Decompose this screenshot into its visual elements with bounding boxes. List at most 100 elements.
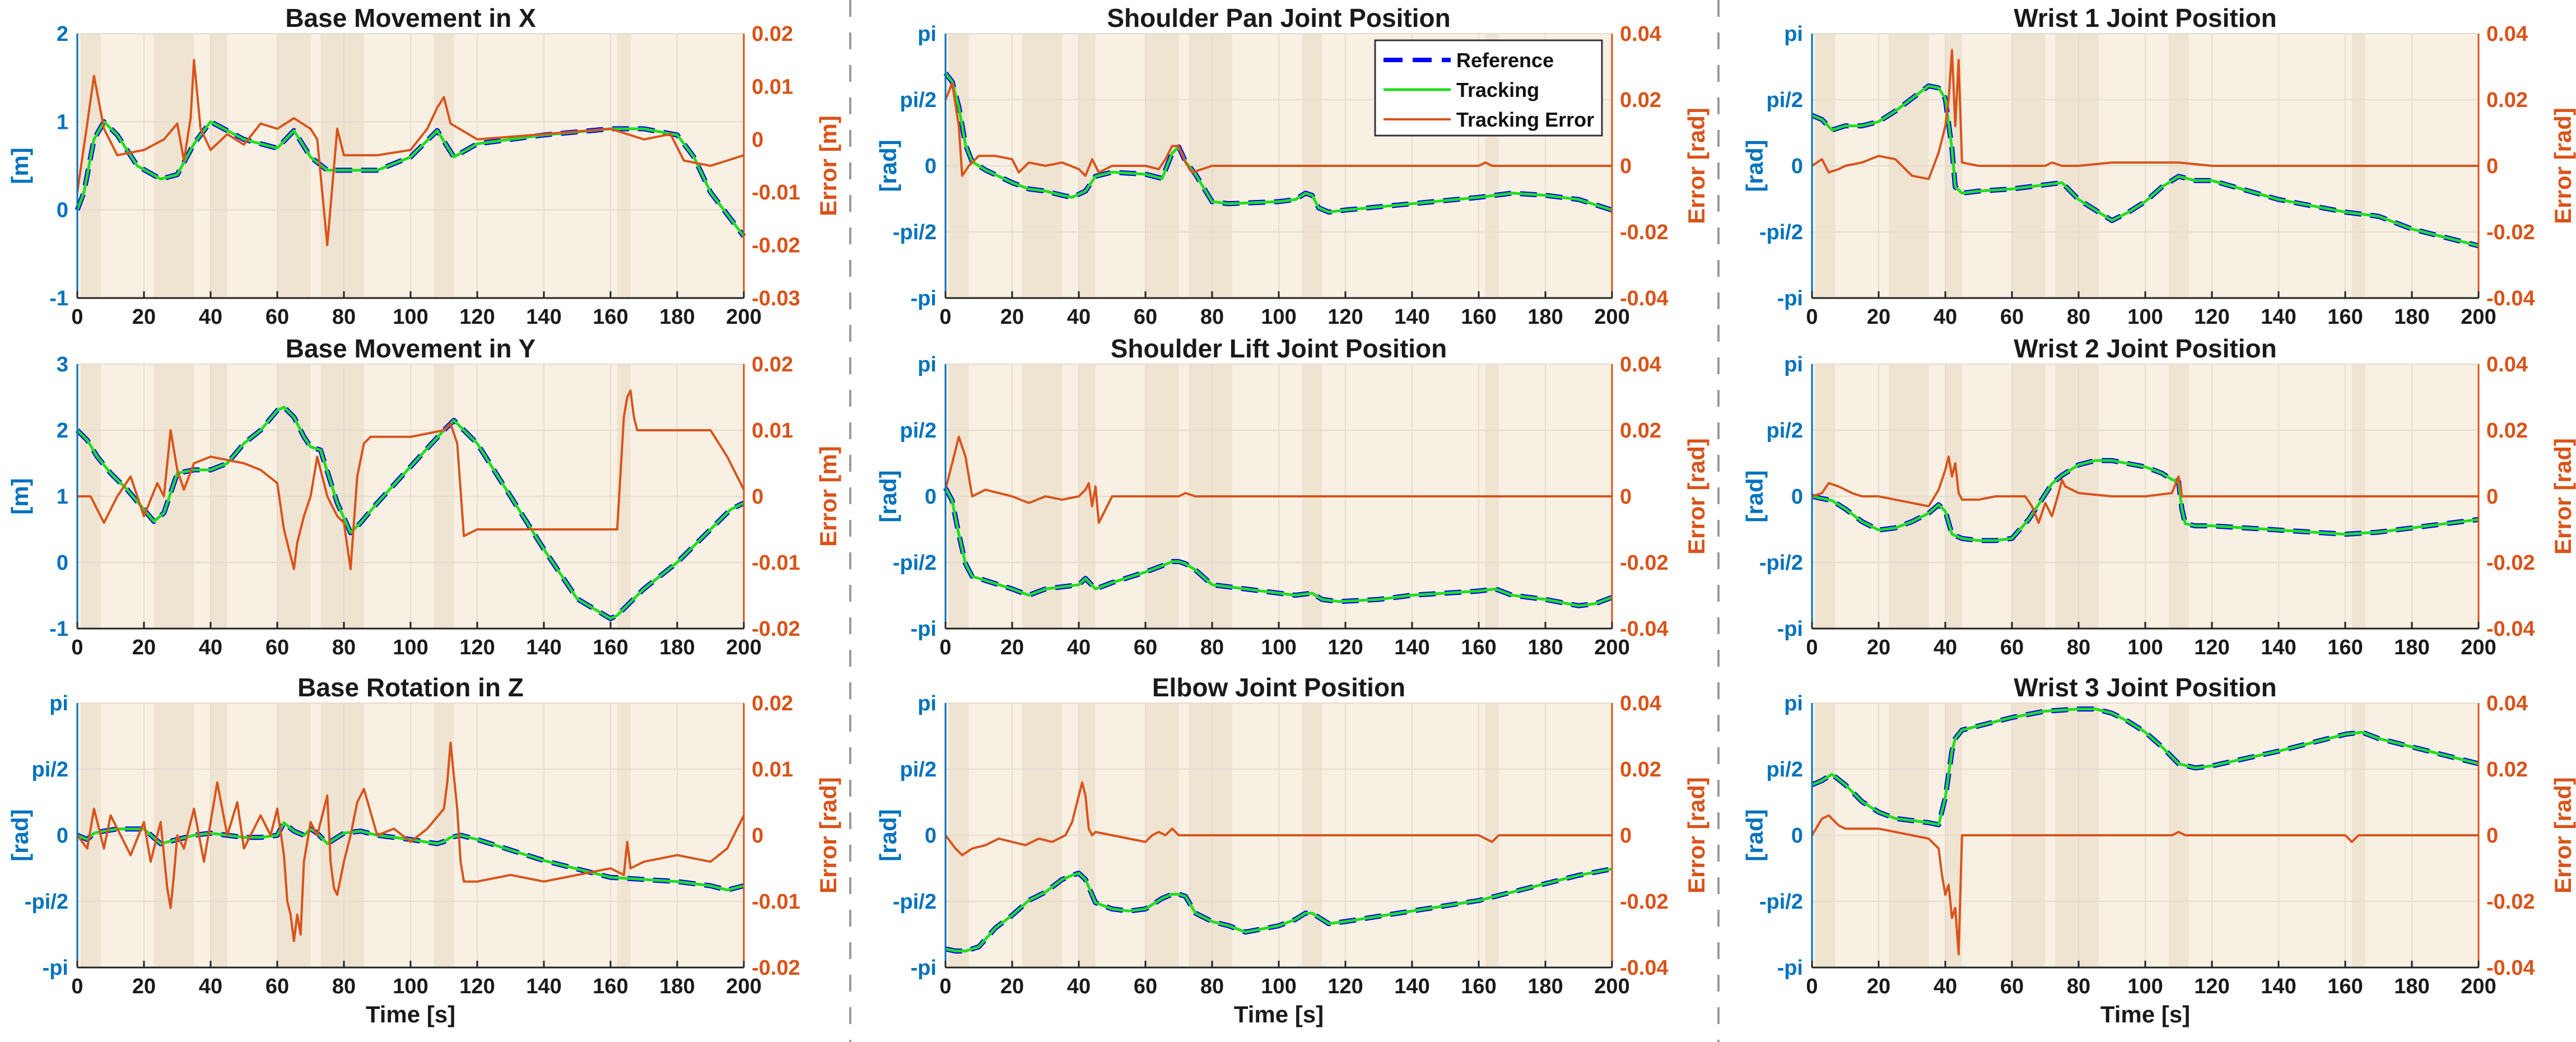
y2-tick-label: 0 xyxy=(1620,485,1632,509)
x-axis-label: Time [s] xyxy=(1234,1001,1324,1027)
x-tick-label: 120 xyxy=(1327,636,1363,659)
y-tick-label: pi xyxy=(917,22,937,46)
x-tick-label: 40 xyxy=(1934,975,1957,998)
y-tick-label: -pi/2 xyxy=(1759,551,1803,575)
y-tick-label: -pi xyxy=(1777,617,1803,641)
x-tick-label: 100 xyxy=(1261,636,1296,659)
tracking-series-line xyxy=(1811,459,2479,542)
y2-axis-label: Error [m] xyxy=(815,115,841,216)
x-tick-label: 180 xyxy=(659,305,695,329)
x-tick-label: 160 xyxy=(1461,305,1496,329)
x-tick-label: 200 xyxy=(726,636,761,659)
x-tick-label: 0 xyxy=(71,975,83,998)
x-tick-label: 200 xyxy=(1594,305,1629,329)
y2-tick-label: 0 xyxy=(2486,485,2498,509)
y2-tick-label: 0.02 xyxy=(1620,758,1661,782)
x-tick-label: 180 xyxy=(1527,975,1563,998)
x-tick-label: 160 xyxy=(593,636,628,659)
legend-tracking-label: Tracking xyxy=(1456,78,1539,101)
y2-tick-label: 0.02 xyxy=(752,353,793,376)
y-tick-label: pi xyxy=(917,692,937,715)
x-tick-label: 140 xyxy=(526,305,561,329)
tracking-series-line xyxy=(76,120,745,238)
y2-axis-label: Error [rad] xyxy=(1683,777,1709,894)
y-tick-label: pi xyxy=(1784,353,1803,376)
subplot-title: Wrist 2 Joint Position xyxy=(2014,334,2276,363)
y2-axis-label: Error [m] xyxy=(815,446,841,547)
x-tick-label: 100 xyxy=(393,305,428,329)
y2-tick-label: -0.02 xyxy=(752,617,800,641)
x-tick-label: 180 xyxy=(1527,636,1563,659)
y2-tick-label: 0.04 xyxy=(1620,353,1661,376)
x-tick-label: 120 xyxy=(2194,305,2229,329)
x-tick-label: 20 xyxy=(1000,305,1024,329)
legend-error-label: Tracking Error xyxy=(1456,108,1594,131)
y2-tick-label: 0.02 xyxy=(2486,419,2528,443)
x-tick-label: 140 xyxy=(2261,975,2296,998)
x-tick-label: 160 xyxy=(593,305,628,329)
y2-tick-label: 0.01 xyxy=(752,75,793,99)
x-tick-label: 120 xyxy=(459,305,495,329)
y-tick-label: 0 xyxy=(57,199,68,222)
x-tick-label: 0 xyxy=(939,636,951,659)
x-tick-label: 160 xyxy=(1461,975,1496,998)
x-tick-label: 60 xyxy=(2000,975,2024,998)
y-tick-label: pi/2 xyxy=(32,758,68,782)
x-tick-label: 200 xyxy=(2461,975,2496,998)
x-tick-label: 60 xyxy=(265,636,289,659)
y-tick-label: -pi xyxy=(1777,287,1803,310)
y-tick-label: pi/2 xyxy=(900,758,937,782)
subplot-8: 0 20 40 60 80 100 120 140 160 180 200 pi pi/2 0 -pi/2 -… xyxy=(875,673,1709,1027)
x-tick-label: 40 xyxy=(1067,636,1091,659)
y-tick-label: -1 xyxy=(49,287,68,310)
x-tick-label: 180 xyxy=(2394,975,2429,998)
y-tick-label: -pi xyxy=(1777,956,1803,980)
x-tick-label: 200 xyxy=(2461,305,2496,329)
x-tick-label: 200 xyxy=(726,975,761,998)
tracking-error-series-line xyxy=(944,781,1612,857)
y2-tick-label: 0.02 xyxy=(2486,89,2528,112)
y2-tick-label: -0.02 xyxy=(752,234,800,258)
tracking-error-series-line xyxy=(76,59,744,246)
y2-tick-label: -0.04 xyxy=(2486,617,2535,641)
subplot-4: 0 20 40 60 80 100 120 140 160 180 2003210-10.020.0… xyxy=(7,334,841,659)
y-tick-label: 0 xyxy=(1791,155,1803,178)
x-tick-label: 60 xyxy=(265,975,289,998)
y2-tick-label: 0.02 xyxy=(1620,419,1661,443)
y-tick-label: -pi xyxy=(911,287,937,310)
x-tick-label: 140 xyxy=(2261,305,2296,329)
x-tick-label: 160 xyxy=(2327,305,2363,329)
subplot-title: Elbow Joint Position xyxy=(1152,673,1405,702)
y2-tick-label: 0 xyxy=(752,485,763,509)
y2-tick-label: -0.02 xyxy=(1620,890,1669,914)
x-tick-label: 0 xyxy=(1806,636,1818,659)
x-tick-label: 100 xyxy=(393,636,428,659)
y2-tick-label: 0.02 xyxy=(1620,89,1661,112)
x-tick-label: 180 xyxy=(1527,305,1563,329)
x-tick-label: 60 xyxy=(265,305,289,329)
x-tick-label: 120 xyxy=(1327,305,1363,329)
x-tick-label: 140 xyxy=(1394,636,1429,659)
phase-band-dark-7 xyxy=(617,34,631,298)
x-tick-label: 20 xyxy=(132,305,156,329)
y2-tick-label: 0.02 xyxy=(752,22,793,46)
tracking-series-line xyxy=(1811,84,2479,248)
x-tick-label: 100 xyxy=(1261,305,1296,329)
subplot-3: 0 20 40 60 80 100 120 140 160 180 200 pi pi/2 0 -pi/2 -… xyxy=(1741,3,2576,329)
x-tick-label: 140 xyxy=(1394,305,1429,329)
y2-axis-label: Error [rad] xyxy=(815,777,841,894)
subplot-1: 0 20 40 60 80 100 120 140 160 180 200210-10.020.01… xyxy=(7,3,841,329)
legend-reference-label: Reference xyxy=(1456,49,1554,72)
y2-tick-label: 0.02 xyxy=(2486,758,2528,782)
y-axis-label: [m] xyxy=(7,478,33,514)
y-tick-label: 0 xyxy=(925,824,937,848)
tracking-series-line xyxy=(1811,708,2479,826)
y-tick-label: pi xyxy=(1784,692,1803,715)
y2-tick-label: -0.02 xyxy=(2486,890,2535,914)
x-tick-label: 40 xyxy=(1934,305,1957,329)
y-tick-label: pi xyxy=(49,692,68,715)
y-tick-label: pi/2 xyxy=(1767,89,1803,112)
x-tick-label: 0 xyxy=(939,305,951,329)
tracking-error-series-line xyxy=(1811,455,2479,524)
